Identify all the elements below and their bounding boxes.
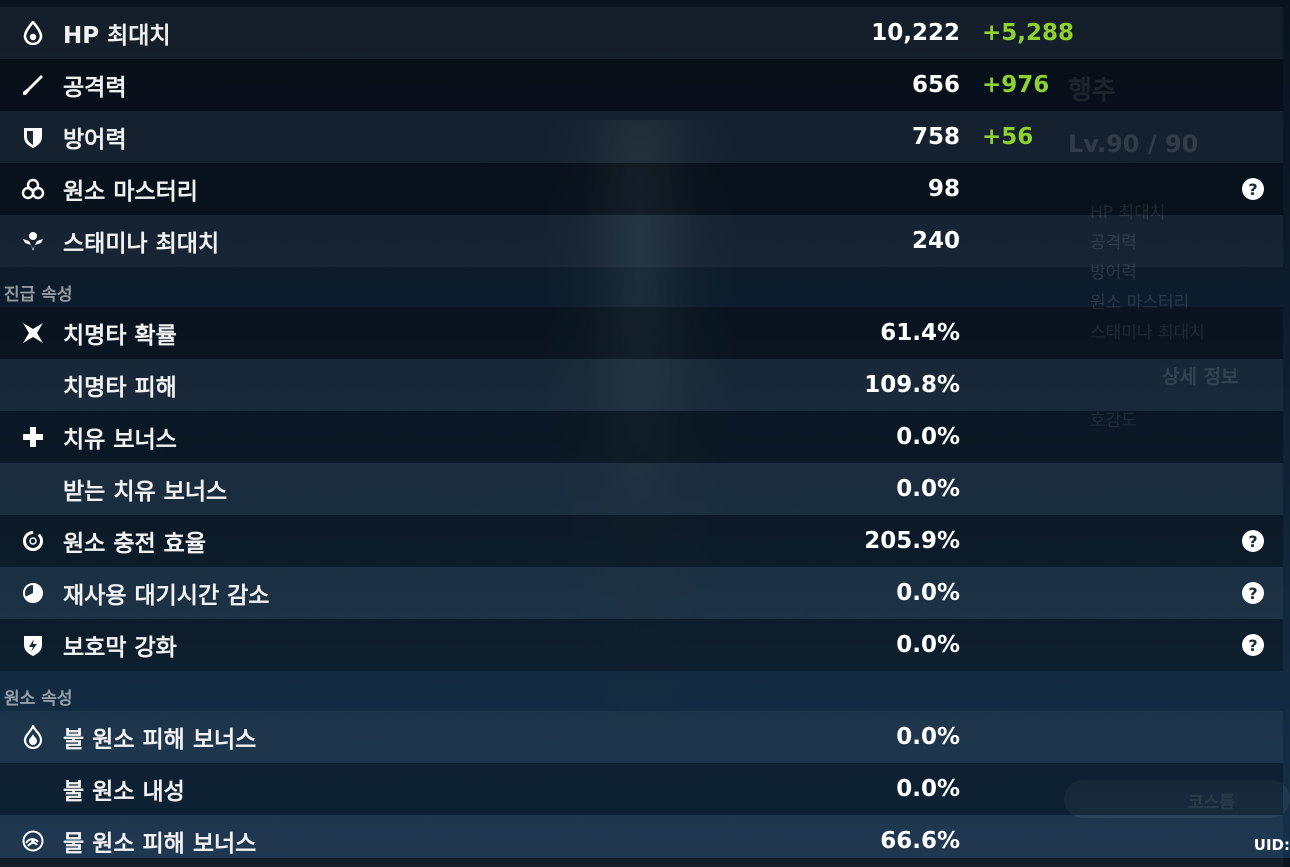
hydro-icon [20, 828, 46, 854]
stat-value: 61.4% [880, 320, 960, 346]
stat-value: 0.0% [896, 580, 960, 606]
help-icon[interactable]: ? [1242, 582, 1264, 604]
stat-row-def: 방어력 758 +56 [0, 111, 1283, 163]
stat-label: HP 최대치 [63, 23, 171, 49]
stat-value: 10,222 [871, 20, 960, 46]
stat-bonus: +976 [982, 72, 1050, 98]
stat-row-pyro-res: 불 원소 내성 0.0% [0, 763, 1283, 815]
stat-row-healing: 치유 보너스 0.0% [0, 411, 1283, 463]
stat-row-em: 원소 마스터리 98 ? [0, 163, 1283, 215]
stat-row-crit-rate: 치명타 확률 61.4% [0, 307, 1283, 359]
stat-value: 240 [911, 228, 960, 254]
stat-label: 방어력 [63, 127, 127, 153]
stat-value: 0.0% [896, 724, 960, 750]
stat-row-pyro-dmg: 불 원소 피해 보너스 0.0% [0, 711, 1283, 763]
stat-row-incoming-healing: 받는 치유 보너스 0.0% [0, 463, 1283, 515]
stat-label: 치명타 확률 [63, 323, 177, 349]
stat-label: 치명타 피해 [63, 375, 177, 401]
stat-value: 758 [911, 124, 960, 150]
help-icon[interactable]: ? [1242, 530, 1264, 552]
stat-value: 205.9% [864, 528, 960, 554]
stamina-icon [20, 228, 46, 254]
sword-icon [20, 72, 46, 98]
stat-label: 보호막 강화 [63, 635, 177, 661]
stat-value: 0.0% [896, 632, 960, 658]
stat-label: 원소 충전 효율 [63, 531, 206, 557]
stat-label: 원소 마스터리 [63, 179, 198, 205]
stat-value: 0.0% [896, 776, 960, 802]
crit-star-icon [20, 320, 46, 346]
stat-value: 0.0% [896, 424, 960, 450]
shield-strength-icon [20, 632, 46, 658]
stat-row-energy-recharge: 원소 충전 효율 205.9% ? [0, 515, 1283, 567]
stat-value: 66.6% [880, 828, 960, 854]
hp-drop-icon [20, 20, 46, 46]
stat-label: 불 원소 내성 [63, 779, 185, 805]
stat-value: 98 [927, 176, 960, 202]
stat-label: 물 원소 피해 보너스 [63, 831, 257, 857]
elemental-mastery-icon [20, 176, 46, 202]
stat-bonus: +5,288 [982, 20, 1075, 46]
stat-label: 받는 치유 보너스 [63, 479, 228, 505]
stat-label: 불 원소 피해 보너스 [63, 727, 257, 753]
stat-bonus: +56 [982, 124, 1034, 150]
stat-label: 공격력 [63, 75, 127, 101]
pyro-icon [20, 724, 46, 750]
shield-icon [20, 124, 46, 150]
healing-cross-icon [20, 424, 46, 450]
stat-row-hp: HP 최대치 10,222 +5,288 [0, 7, 1283, 59]
help-icon[interactable]: ? [1242, 178, 1264, 200]
energy-recharge-icon [20, 528, 46, 554]
stat-value: 656 [911, 72, 960, 98]
stat-row-stamina: 스태미나 최대치 240 [0, 215, 1283, 267]
cooldown-icon [20, 580, 46, 606]
stat-row-hydro-dmg: 물 원소 피해 보너스 66.6% [0, 815, 1283, 867]
stat-label: 치유 보너스 [63, 427, 177, 453]
stat-label: 재사용 대기시간 감소 [63, 583, 270, 609]
stat-row-crit-dmg: 치명타 피해 109.8% [0, 359, 1283, 411]
stat-value: 0.0% [896, 476, 960, 502]
section-title-elemental: 원소 속성 [4, 689, 73, 709]
stat-label: 스태미나 최대치 [63, 231, 220, 257]
section-title-advanced: 진급 속성 [4, 285, 73, 305]
help-icon[interactable]: ? [1242, 634, 1264, 656]
uid-label: UID: [1253, 836, 1290, 854]
stat-row-cooldown: 재사용 대기시간 감소 0.0% ? [0, 567, 1283, 619]
stat-value: 109.8% [864, 372, 960, 398]
stat-row-shield-strength: 보호막 강화 0.0% ? [0, 619, 1283, 671]
stat-row-atk: 공격력 656 +976 [0, 59, 1283, 111]
